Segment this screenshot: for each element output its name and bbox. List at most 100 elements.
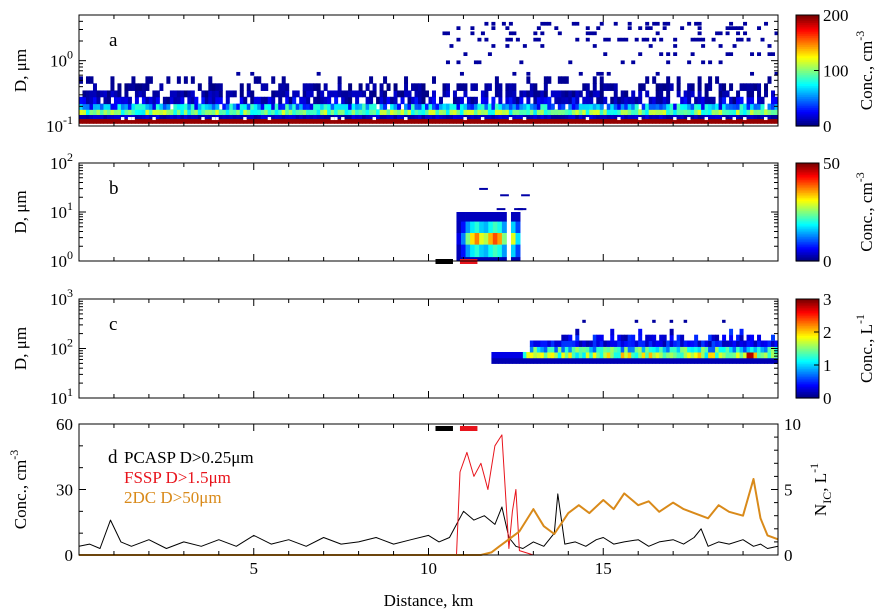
heatmap-cell: [680, 351, 685, 359]
heatmap-cell: [197, 114, 202, 120]
heatmap-cell: [599, 90, 604, 98]
heatmap-cell: [445, 90, 450, 98]
heatmap-cell: [634, 351, 639, 359]
heatmap-cell: [701, 351, 706, 359]
heatmap-cell: [603, 83, 608, 91]
heatmap-cell: [536, 90, 541, 98]
heatmap-cell: [746, 114, 751, 120]
heatmap-cell: [631, 346, 636, 353]
heatmap-cell: [501, 103, 506, 110]
heatmap-cell: [442, 118, 447, 124]
heatmap-cell: [543, 340, 548, 347]
colorbar-swatch: [796, 378, 819, 381]
heatmap-cell: [120, 118, 125, 124]
heatmap-cell: [501, 21, 506, 26]
heatmap-cell: [438, 109, 443, 115]
heatmap-cell: [554, 118, 559, 124]
heatmap-cell: [736, 334, 741, 342]
heatmap-cell: [103, 103, 108, 110]
heatmap-cell: [243, 117, 247, 121]
colorbar-swatch: [796, 120, 819, 123]
heatmap-cell: [306, 118, 311, 124]
heatmap-cell: [606, 340, 611, 347]
heatmap-cell: [372, 117, 377, 121]
heatmap-cell: [110, 109, 115, 115]
heatmap-cell: [243, 103, 248, 110]
colorbar-swatch: [796, 59, 819, 62]
heatmap-cell: [459, 118, 464, 124]
heatmap-cell: [484, 90, 489, 98]
heatmap-cell: [162, 109, 167, 115]
heatmap-cell: [631, 109, 636, 115]
heatmap-cell: [662, 334, 667, 342]
heatmap-cell: [610, 83, 615, 91]
heatmap-cell: [456, 60, 461, 65]
heatmap-cell: [683, 96, 688, 105]
heatmap-cell: [411, 109, 416, 115]
heatmap-cell: [456, 244, 462, 258]
colorbar-swatch: [796, 57, 819, 60]
heatmap-cell: [708, 114, 713, 120]
heatmap-cell: [526, 351, 531, 359]
heatmap-cell: [736, 351, 741, 359]
heatmap-cell: [92, 96, 97, 105]
y-tick-base: 10: [50, 340, 67, 359]
heatmap-cell: [383, 118, 388, 124]
heatmap-cell: [337, 114, 342, 120]
colorbar-swatch: [796, 163, 819, 166]
heatmap-cell: [491, 357, 496, 364]
heatmap-cell: [722, 117, 726, 121]
y-tick-exp: 2: [67, 150, 73, 164]
heatmap-cell: [148, 76, 153, 84]
heatmap-cell: [561, 103, 566, 110]
colorbar-swatch: [796, 246, 819, 249]
heatmap-cell: [208, 109, 213, 115]
heatmap-cell: [753, 118, 758, 124]
heatmap-cell: [334, 114, 339, 120]
heatmap-cell: [218, 118, 223, 124]
heatmap-cell: [725, 52, 730, 56]
colorbar-swatch: [796, 87, 819, 90]
heatmap-cell: [596, 346, 601, 353]
heatmap-cell: [613, 114, 618, 120]
heatmap-cell: [757, 96, 762, 105]
heatmap-cell: [267, 114, 272, 120]
heatmap-cell: [281, 103, 286, 110]
heatmap-cell: [376, 114, 381, 120]
heatmap-cell: [634, 357, 639, 364]
heatmap-cell: [547, 21, 552, 26]
heatmap-cell: [497, 257, 503, 261]
y-tick-base: 10: [46, 117, 63, 136]
colorbar-swatch: [796, 373, 819, 376]
heatmap-cell: [736, 96, 741, 105]
heatmap-cell: [718, 31, 723, 36]
heatmap-cell: [673, 44, 678, 48]
heatmap-cell: [498, 118, 503, 124]
heatmap-cell: [400, 90, 405, 98]
heatmap-cell: [173, 118, 178, 124]
heatmap-cell: [697, 96, 702, 105]
colorbar-tick-label: 3: [823, 290, 832, 309]
heatmap-cell: [124, 103, 129, 110]
heatmap-cell: [271, 118, 276, 124]
heatmap-cell: [722, 334, 727, 342]
heatmap-cell: [215, 96, 220, 105]
colorbar-swatch: [796, 348, 819, 351]
heatmap-cell: [264, 118, 269, 124]
heatmap-cell: [470, 26, 475, 30]
heatmap-cell: [355, 114, 360, 120]
heatmap-cell: [390, 109, 395, 115]
heatmap-cell: [575, 114, 580, 120]
heatmap-cell: [585, 114, 590, 120]
heatmap-cell: [624, 114, 629, 120]
heatmap-cell: [404, 90, 409, 98]
heatmap-cell: [501, 114, 506, 120]
heatmap-cell: [666, 340, 671, 347]
heatmap-cell: [155, 90, 160, 98]
heatmap-cell: [337, 83, 342, 91]
heatmap-cell: [106, 109, 111, 115]
heatmap-cell: [767, 44, 772, 48]
heatmap-cell: [634, 109, 639, 115]
heatmap-cell: [750, 90, 755, 98]
heatmap-cell: [690, 114, 695, 120]
